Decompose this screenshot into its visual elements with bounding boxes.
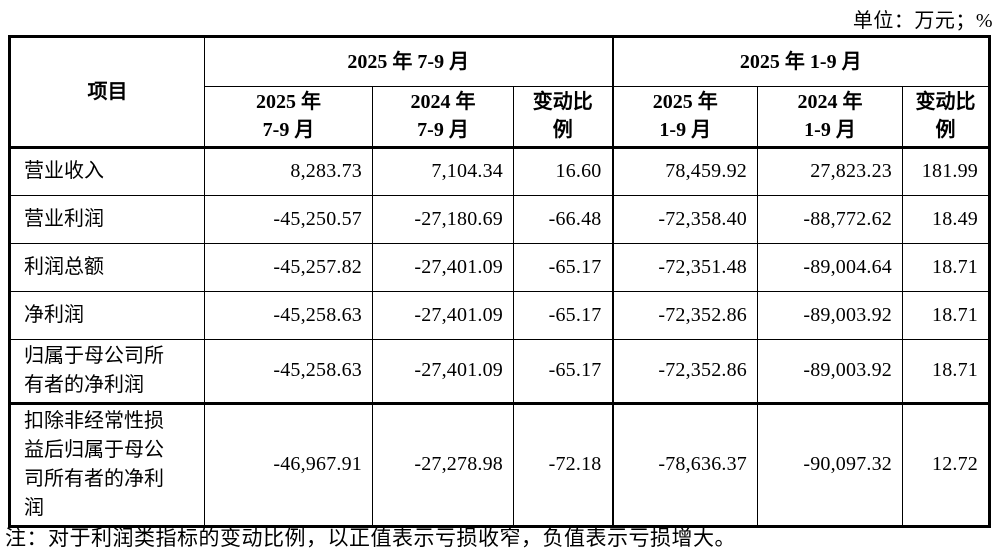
- row-item-label: 营业利润: [9, 194, 205, 244]
- row-item-label: 归属于母公司所 有者的净利润: [9, 338, 205, 404]
- value-2025-9m: -72,358.40: [611, 194, 758, 244]
- financial-results-table: 项目 2025 年 7-9 月 2025 年 1-9 月 2025 年 7-9 …: [8, 35, 991, 528]
- value-2025-q3: -46,967.91: [204, 401, 373, 527]
- value-2025-9m: -72,351.48: [611, 242, 758, 292]
- header-2024-q3: 2024 年 7-9 月: [372, 86, 514, 149]
- header-2025-9m: 2025 年 1-9 月: [611, 86, 758, 149]
- footnote: 注：对于利润类指标的变动比例，以正值表示亏损收窄，负值表示亏损增大。: [5, 526, 736, 550]
- row-item-label: 利润总额: [9, 242, 205, 292]
- header-group-row: 项目 2025 年 7-9 月 2025 年 1-9 月: [9, 36, 990, 149]
- value-change-9m: 12.72: [902, 401, 990, 527]
- value-change-9m: 181.99: [902, 146, 990, 196]
- value-change-q3: 16.60: [513, 146, 613, 196]
- value-change-q3: -65.17: [513, 290, 613, 340]
- table-row-operating-profit: 营业利润 -45,250.57 -27,180.69 -66.48 -72,35…: [9, 194, 990, 244]
- header-group-q3: 2025 年 7-9 月: [204, 36, 613, 87]
- value-2024-9m: 27,823.23: [757, 146, 903, 196]
- value-2024-q3: -27,401.09: [372, 242, 514, 292]
- value-change-9m: 18.71: [902, 242, 990, 292]
- header-item: 项目: [9, 36, 205, 149]
- header-sub-row: 2025 年 7-9 月 2024 年 7-9 月 变动比 例 2025 年 1…: [10, 86, 990, 149]
- value-2024-9m: -88,772.62: [757, 194, 903, 244]
- value-2025-q3: -45,258.63: [204, 290, 373, 340]
- value-change-q3: -72.18: [513, 401, 613, 527]
- value-2024-q3: -27,401.09: [372, 338, 514, 404]
- table-row-net-profit-excl-nonrecurring: 扣除非经常性损 益后归属于母公 司所有者的净利 润 -46,967.91 -27…: [9, 401, 990, 527]
- value-2024-9m: -89,003.92: [757, 338, 903, 404]
- value-2025-9m: 78,459.92: [611, 146, 758, 196]
- value-2025-q3: -45,250.57: [204, 194, 373, 244]
- value-2025-9m: -72,352.86: [611, 338, 758, 404]
- value-2024-9m: -89,003.92: [757, 290, 903, 340]
- header-group-9m: 2025 年 1-9 月: [611, 36, 990, 87]
- value-change-9m: 18.49: [902, 194, 990, 244]
- value-2025-q3: 8,283.73: [204, 146, 373, 196]
- value-2025-q3: -45,257.82: [204, 242, 373, 292]
- value-2025-q3: -45,258.63: [204, 338, 373, 404]
- value-change-q3: -66.48: [513, 194, 613, 244]
- value-2024-q3: -27,180.69: [372, 194, 514, 244]
- value-change-q3: -65.17: [513, 242, 613, 292]
- value-2025-9m: -78,636.37: [611, 401, 758, 527]
- table-row-net-profit: 净利润 -45,258.63 -27,401.09 -65.17 -72,352…: [9, 290, 990, 340]
- value-2024-9m: -90,097.32: [757, 401, 903, 527]
- unit-label: 单位：万元；%: [852, 10, 993, 32]
- header-change-q3: 变动比 例: [513, 86, 613, 149]
- row-item-label: 净利润: [9, 290, 205, 340]
- table-row-total-profit: 利润总额 -45,257.82 -27,401.09 -65.17 -72,35…: [9, 242, 990, 292]
- header-2024-9m: 2024 年 1-9 月: [757, 86, 903, 149]
- header-change-9m: 变动比 例: [902, 86, 990, 149]
- value-change-9m: 18.71: [902, 338, 990, 404]
- value-2025-9m: -72,352.86: [611, 290, 758, 340]
- value-2024-q3: -27,278.98: [372, 401, 514, 527]
- row-item-label: 营业收入: [9, 146, 205, 196]
- value-change-9m: 18.71: [902, 290, 990, 340]
- header-2025-q3: 2025 年 7-9 月: [204, 86, 373, 149]
- value-2024-9m: -89,004.64: [757, 242, 903, 292]
- value-change-q3: -65.17: [513, 338, 613, 404]
- table-row-operating-revenue: 营业收入 8,283.73 7,104.34 16.60 78,459.92 2…: [9, 146, 990, 196]
- value-2024-q3: 7,104.34: [372, 146, 514, 196]
- value-2024-q3: -27,401.09: [372, 290, 514, 340]
- row-item-label: 扣除非经常性损 益后归属于母公 司所有者的净利 润: [9, 401, 205, 527]
- table-row-net-profit-attributable: 归属于母公司所 有者的净利润 -45,258.63 -27,401.09 -65…: [9, 338, 990, 404]
